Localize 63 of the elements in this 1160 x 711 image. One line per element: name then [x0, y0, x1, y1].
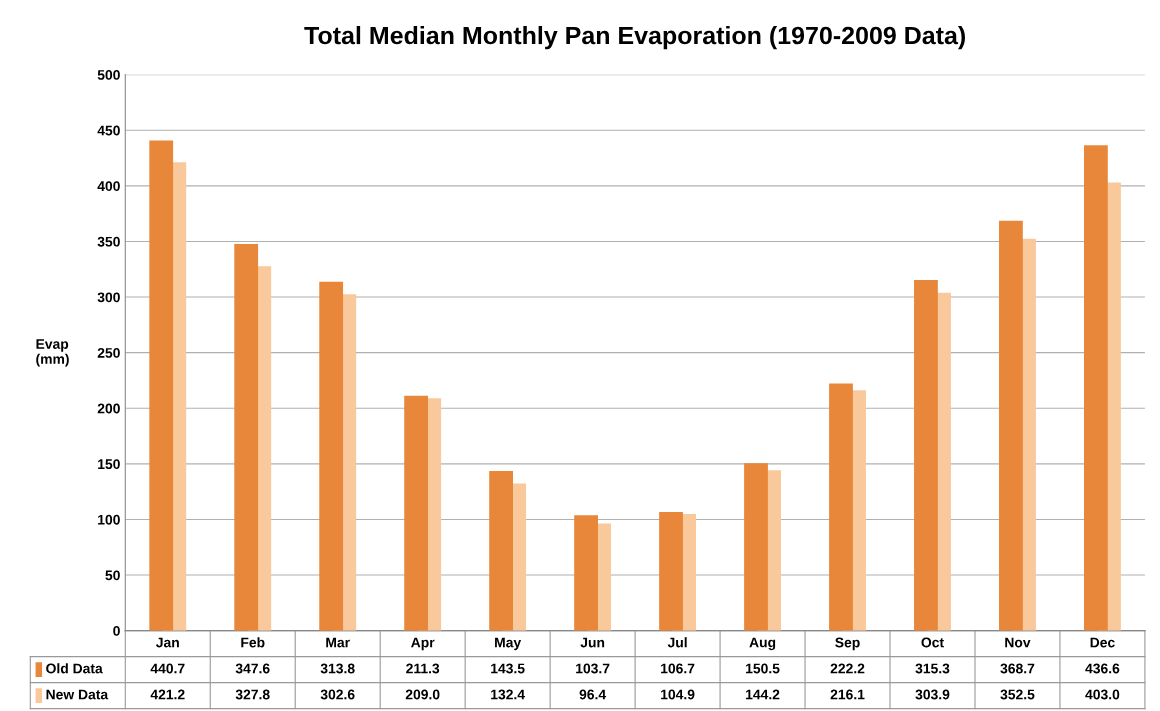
bar: [829, 383, 853, 631]
data-label: 352.5: [1000, 689, 1035, 700]
y-tick-label: 200: [97, 403, 120, 414]
bar: [1084, 145, 1108, 631]
chart-title: Total Median Monthly Pan Evaporation (1970-2009 Data): [304, 25, 965, 50]
data-label: 315.3: [915, 663, 950, 674]
legend-label: Old Data: [46, 663, 103, 674]
x-tick-label: Dec: [1090, 637, 1115, 648]
data-label: 403.0: [1085, 689, 1120, 700]
y-axis-title: Evap (mm): [36, 339, 69, 367]
data-label: 211.3: [406, 663, 440, 674]
x-tick-label: Mar: [326, 637, 350, 648]
data-label: 96.4: [579, 689, 607, 700]
bar: [914, 280, 938, 631]
data-label: 368.7: [1000, 663, 1035, 674]
data-label: 327.8: [235, 689, 270, 700]
bar: [149, 140, 174, 631]
bar: [659, 512, 683, 631]
x-tick-label: Nov: [1005, 637, 1031, 648]
y-tick-label: 100: [98, 514, 120, 525]
bar: [999, 220, 1023, 631]
x-tick-label: Jan: [156, 637, 179, 648]
bar: [404, 395, 429, 631]
data-label: 440.7: [150, 663, 185, 674]
data-label: 347.6: [235, 663, 270, 674]
y-tick-label: 500: [97, 69, 120, 80]
data-label: 132.4: [491, 689, 525, 700]
x-tick-label: Sep: [835, 637, 860, 651]
data-label: 216.1: [830, 689, 865, 700]
y-tick-label: 400: [97, 181, 120, 192]
y-tick-label: 250: [97, 347, 120, 358]
y-tick-label: 0: [113, 625, 120, 636]
legend-label: New Data: [46, 689, 109, 700]
y-tick-label: 150: [98, 459, 120, 470]
data-label: 313.8: [320, 663, 355, 674]
data-label: 302.6: [320, 689, 355, 700]
data-label: 421.2: [150, 689, 185, 700]
x-tick-label: Aug: [749, 637, 776, 651]
data-label: 222.2: [830, 663, 865, 674]
x-tick-label: Jul: [667, 637, 687, 648]
x-tick-label: Feb: [241, 637, 265, 648]
y-tick-label: 50: [105, 570, 120, 581]
y-tick-label: 300: [97, 292, 120, 303]
x-tick-label: Jun: [580, 637, 605, 648]
x-tick-label: May: [495, 637, 522, 651]
data-label: 104.9: [661, 689, 695, 700]
bar: [489, 471, 513, 631]
data-label: 209.0: [405, 689, 440, 700]
x-tick-label: Oct: [921, 637, 944, 648]
bar: [234, 244, 259, 631]
y-tick-label: 350: [97, 236, 120, 247]
data-label: 144.2: [746, 689, 780, 700]
data-label: 303.9: [915, 689, 950, 700]
y-tick-label: 450: [97, 125, 120, 136]
bar: [319, 281, 344, 631]
data-label: 106.7: [661, 663, 695, 674]
bar: [744, 463, 768, 631]
data-label: 103.7: [576, 663, 610, 674]
data-label: 150.5: [746, 663, 780, 674]
bar: [574, 515, 598, 631]
data-label: 143.5: [491, 663, 525, 674]
data-label: 436.6: [1085, 663, 1120, 674]
x-tick-label: Apr: [411, 637, 435, 651]
